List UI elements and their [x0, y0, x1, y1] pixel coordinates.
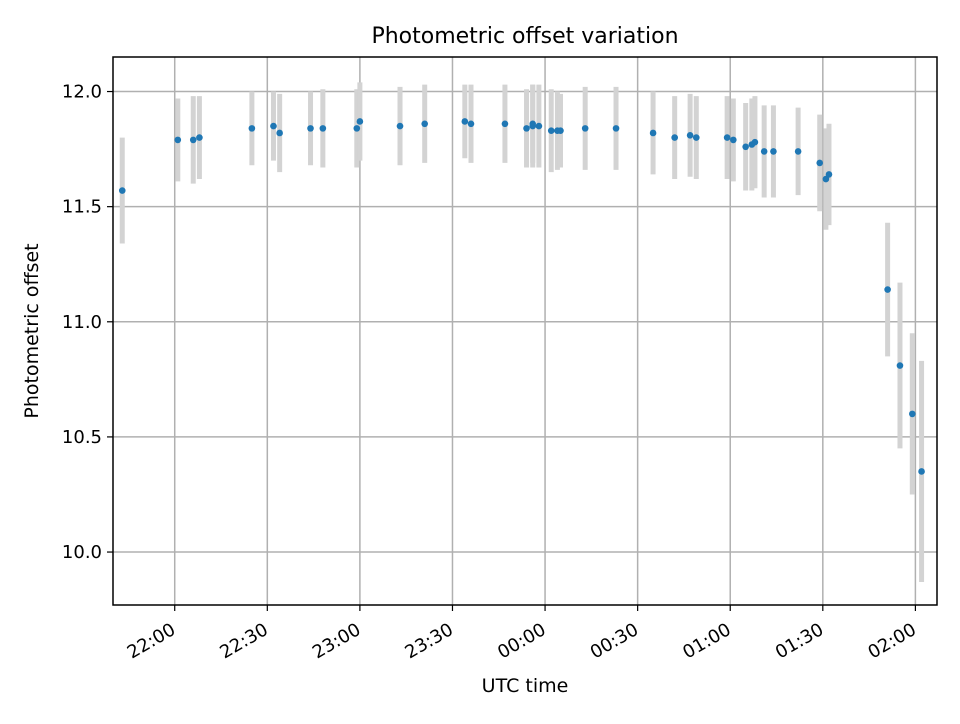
- data-point: [118, 187, 126, 194]
- data-point: [467, 120, 475, 128]
- data-point: [174, 136, 182, 144]
- data-point: [523, 125, 530, 132]
- x-tick-label: 00:00: [494, 619, 549, 663]
- data-point: [307, 125, 314, 132]
- data-point: [884, 286, 891, 293]
- data-point: [535, 122, 543, 130]
- data-point: [319, 125, 327, 132]
- data-point: [276, 129, 283, 137]
- data-point: [896, 362, 904, 369]
- data-point: [196, 134, 203, 141]
- data-point: [501, 120, 509, 128]
- data-point: [421, 120, 429, 128]
- errorbar-layer: [119, 82, 925, 582]
- data-point: [649, 129, 657, 137]
- data-point: [692, 134, 700, 141]
- y-tick-label: 12.0: [62, 82, 102, 103]
- x-tick-label: 22:30: [216, 619, 271, 663]
- data-point: [770, 148, 777, 155]
- data-point: [825, 171, 833, 178]
- data-point: [396, 122, 404, 130]
- data-point: [751, 138, 759, 146]
- x-tick-label: 01:30: [772, 619, 827, 663]
- x-tick-label: 22:00: [124, 619, 179, 663]
- x-tick-label: 00:30: [587, 619, 642, 663]
- y-axis-label: Photometric offset: [21, 243, 43, 418]
- plot-frame: [112, 56, 938, 606]
- data-point: [581, 125, 589, 132]
- x-tick-label: 01:00: [679, 619, 734, 663]
- y-tick-label: 10.0: [62, 542, 102, 563]
- y-tick-label: 10.5: [62, 427, 102, 448]
- x-axis-ticks: 22:00 22:30 23:00 23:30 00:00 00:30 01:00 01:30…: [124, 605, 920, 663]
- data-point: [742, 143, 749, 151]
- data-point: [557, 127, 564, 134]
- data-point: [353, 125, 361, 132]
- point-layer: [118, 118, 925, 475]
- data-point: [730, 136, 737, 144]
- data-point: [686, 131, 694, 139]
- data-point: [356, 118, 364, 125]
- chart-title: Photometric offset variation: [371, 24, 678, 49]
- x-tick-label: 23:00: [309, 619, 364, 663]
- data-point: [547, 127, 555, 134]
- x-tick-label: 02:00: [864, 619, 919, 663]
- data-point: [671, 134, 678, 141]
- data-point: [248, 125, 256, 132]
- data-point: [612, 125, 620, 132]
- data-point: [529, 122, 537, 130]
- data-point: [760, 148, 768, 155]
- x-tick-label: 23:30: [402, 619, 457, 663]
- data-point: [723, 134, 731, 141]
- data-point: [189, 136, 197, 144]
- y-tick-label: 11.0: [62, 312, 102, 333]
- x-axis-label: UTC time: [482, 675, 569, 697]
- data-point: [909, 410, 916, 418]
- data-point: [918, 468, 925, 475]
- y-tick-label: 11.5: [62, 197, 102, 218]
- y-axis-ticks: 10.0 10.5 11.0 11.5 12.0: [62, 82, 113, 563]
- data-point: [816, 159, 824, 167]
- data-point: [794, 148, 802, 155]
- data-point: [461, 118, 469, 125]
- data-point: [270, 122, 277, 130]
